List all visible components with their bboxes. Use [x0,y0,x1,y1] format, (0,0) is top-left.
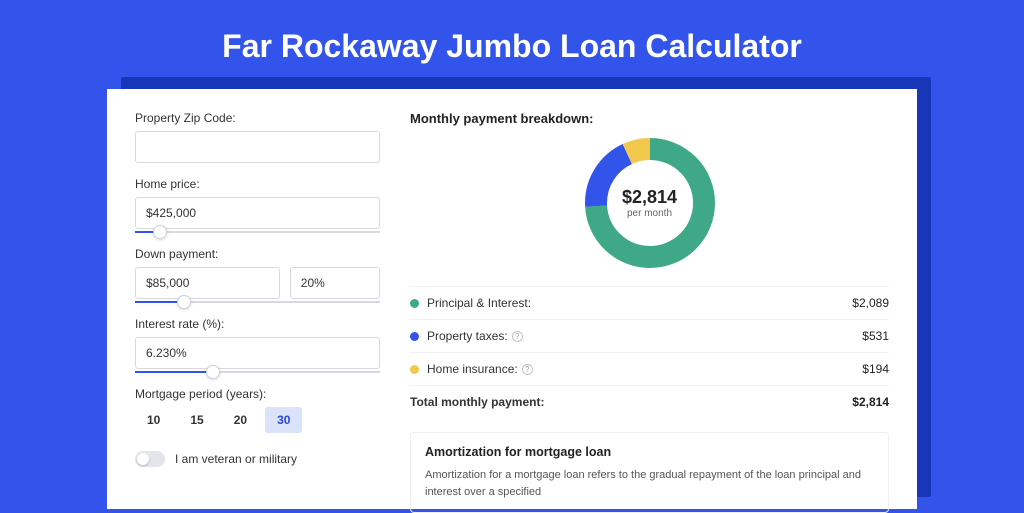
period-option-20[interactable]: 20 [222,407,259,433]
period-label: Mortgage period (years): [135,387,380,401]
period-option-15[interactable]: 15 [178,407,215,433]
legend-label: Property taxes:? [427,329,862,343]
page-title: Far Rockaway Jumbo Loan Calculator [0,0,1024,89]
info-icon[interactable]: ? [522,364,533,375]
home-price-field: Home price: [135,177,380,233]
total-label: Total monthly payment: [410,395,852,409]
rate-slider-fill [135,371,213,373]
legend-dot [410,299,419,308]
legend-row: Property taxes:?$531 [410,319,889,352]
period-options: 1015 2030 [135,407,380,433]
home-price-slider[interactable] [135,231,380,233]
legend-value: $531 [862,329,889,343]
total-value: $2,814 [852,395,889,409]
home-price-label: Home price: [135,177,380,191]
veteran-toggle[interactable] [135,451,165,467]
amortization-title: Amortization for mortgage loan [425,445,874,459]
zip-field: Property Zip Code: [135,111,380,163]
rate-input[interactable] [135,337,380,369]
down-payment-slider-thumb[interactable] [177,295,191,309]
total-row: Total monthly payment: $2,814 [410,385,889,418]
rate-field: Interest rate (%): [135,317,380,373]
veteran-row: I am veteran or military [135,451,380,467]
period-option-10[interactable]: 10 [135,407,172,433]
legend-label: Principal & Interest: [427,296,852,310]
breakdown-title: Monthly payment breakdown: [410,111,889,126]
calculator-card-wrap: Property Zip Code: Home price: Down paym… [107,89,917,509]
rate-slider[interactable] [135,371,380,373]
legend-value: $2,089 [852,296,889,310]
down-payment-field: Down payment: [135,247,380,303]
legend: Principal & Interest:$2,089Property taxe… [410,286,889,385]
down-payment-pct-input[interactable] [290,267,380,299]
down-payment-label: Down payment: [135,247,380,261]
legend-value: $194 [862,362,889,376]
veteran-toggle-knob [137,453,149,465]
period-field: Mortgage period (years): 1015 2030 [135,387,380,433]
calculator-card: Property Zip Code: Home price: Down paym… [107,89,917,509]
donut-chart: $2,814 per month [585,138,715,268]
amortization-text: Amortization for a mortgage loan refers … [425,467,874,500]
legend-dot [410,365,419,374]
info-icon[interactable]: ? [512,331,523,342]
legend-row: Principal & Interest:$2,089 [410,286,889,319]
zip-label: Property Zip Code: [135,111,380,125]
home-price-input[interactable] [135,197,380,229]
home-price-slider-thumb[interactable] [153,225,167,239]
down-payment-input[interactable] [135,267,280,299]
veteran-label: I am veteran or military [175,452,297,466]
legend-dot [410,332,419,341]
breakdown-column: Monthly payment breakdown: $2,814 per mo… [410,111,889,487]
rate-label: Interest rate (%): [135,317,380,331]
donut-center: $2,814 per month [585,138,715,268]
rate-slider-thumb[interactable] [206,365,220,379]
down-payment-slider[interactable] [135,301,380,303]
form-column: Property Zip Code: Home price: Down paym… [135,111,380,487]
period-option-30[interactable]: 30 [265,407,302,433]
zip-input[interactable] [135,131,380,163]
legend-label: Home insurance:? [427,362,862,376]
amortization-box: Amortization for mortgage loan Amortizat… [410,432,889,513]
donut-chart-wrap: $2,814 per month [410,138,889,268]
donut-amount: $2,814 [622,187,677,208]
donut-sub: per month [627,208,672,219]
legend-row: Home insurance:?$194 [410,352,889,385]
